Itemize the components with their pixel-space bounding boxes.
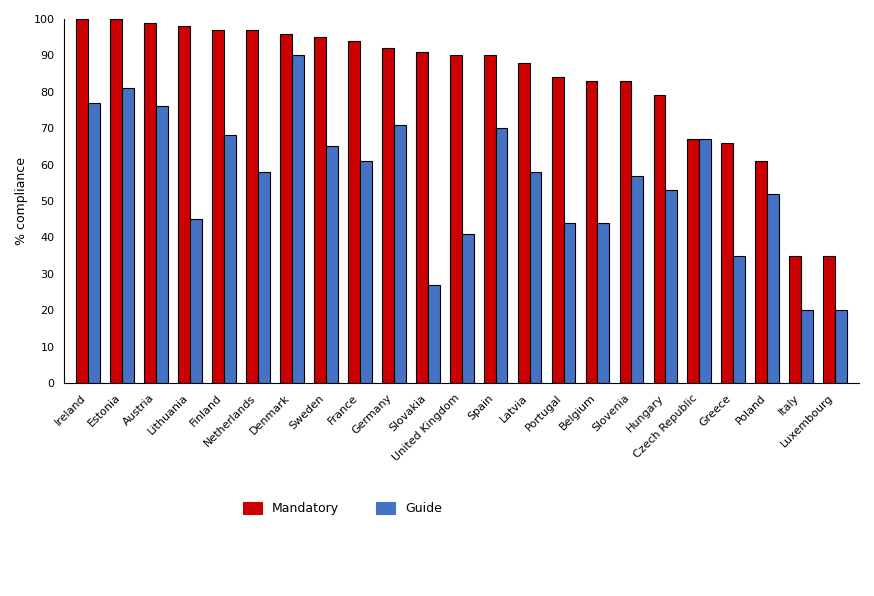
Bar (122, 88, 134, 383)
Bar (190, 219, 202, 383)
Bar (382, 48, 393, 383)
Bar (789, 256, 801, 383)
Bar (823, 256, 836, 383)
Bar (461, 234, 474, 383)
Bar (326, 147, 337, 383)
Bar (348, 41, 360, 383)
Bar (496, 128, 508, 383)
Bar (598, 223, 609, 383)
Bar (767, 194, 780, 383)
Bar (688, 139, 699, 383)
Bar (224, 135, 236, 383)
Bar (517, 63, 530, 383)
Bar (246, 30, 258, 383)
Bar (564, 223, 575, 383)
Bar (450, 55, 461, 383)
Bar (416, 52, 427, 383)
Bar (586, 81, 598, 383)
Bar (427, 285, 440, 383)
Bar (699, 139, 711, 383)
Bar (483, 55, 496, 383)
Bar (631, 176, 643, 383)
Bar (721, 143, 733, 383)
Bar (654, 95, 665, 383)
Bar (156, 106, 168, 383)
Bar (836, 311, 847, 383)
Bar (551, 77, 564, 383)
Bar (801, 311, 813, 383)
Bar (314, 37, 326, 383)
Bar (360, 161, 371, 383)
Bar (76, 19, 88, 383)
Bar (733, 256, 746, 383)
Bar (88, 103, 100, 383)
Bar (530, 172, 542, 383)
Bar (110, 19, 122, 383)
Bar (393, 125, 406, 383)
Bar (212, 30, 224, 383)
Bar (178, 26, 190, 383)
Bar (755, 161, 767, 383)
Bar (280, 33, 292, 383)
Bar (292, 55, 303, 383)
Legend: Mandatory, Guide: Mandatory, Guide (243, 501, 442, 515)
Y-axis label: % compliance: % compliance (15, 157, 28, 245)
Bar (620, 81, 631, 383)
Bar (258, 172, 270, 383)
Bar (144, 23, 156, 383)
Bar (665, 190, 677, 383)
